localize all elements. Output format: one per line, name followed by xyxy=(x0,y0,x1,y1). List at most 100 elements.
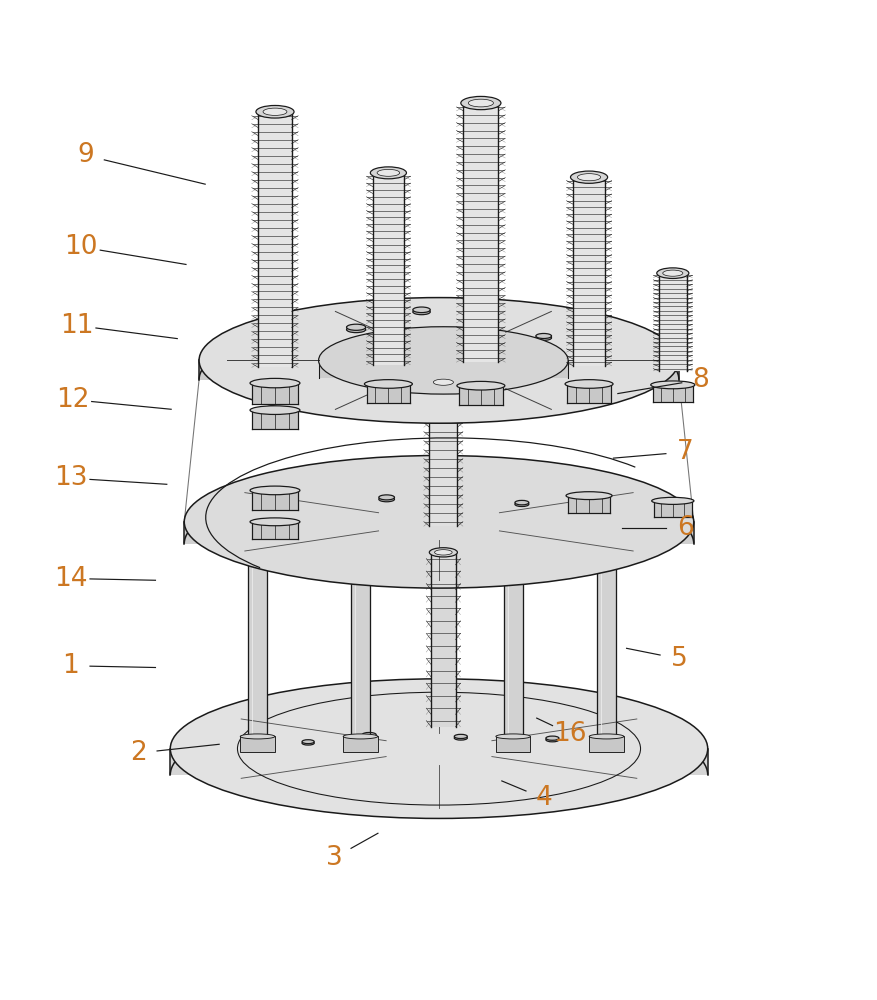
Ellipse shape xyxy=(514,502,528,507)
Ellipse shape xyxy=(434,550,452,555)
Text: 1: 1 xyxy=(62,653,79,679)
Bar xyxy=(567,496,610,513)
Bar xyxy=(496,736,530,752)
Bar xyxy=(588,519,623,535)
Bar xyxy=(573,177,604,366)
Ellipse shape xyxy=(302,741,314,745)
Ellipse shape xyxy=(378,495,394,500)
Ellipse shape xyxy=(514,500,528,505)
Ellipse shape xyxy=(376,169,399,176)
Bar xyxy=(463,103,498,362)
Text: 5: 5 xyxy=(670,646,687,672)
Polygon shape xyxy=(184,522,693,544)
Ellipse shape xyxy=(184,456,693,588)
Ellipse shape xyxy=(570,171,607,183)
Ellipse shape xyxy=(545,738,559,742)
Bar xyxy=(240,519,275,535)
Ellipse shape xyxy=(378,497,394,502)
Ellipse shape xyxy=(250,518,300,526)
Ellipse shape xyxy=(250,378,300,388)
Bar xyxy=(567,384,610,403)
Bar xyxy=(252,410,297,429)
Polygon shape xyxy=(199,360,678,380)
Text: 6: 6 xyxy=(676,515,693,541)
Bar xyxy=(596,526,616,749)
Text: 4: 4 xyxy=(535,785,552,811)
Bar xyxy=(252,490,297,510)
Bar xyxy=(652,385,692,402)
Ellipse shape xyxy=(577,174,600,181)
Ellipse shape xyxy=(199,298,678,423)
Ellipse shape xyxy=(456,381,504,390)
Ellipse shape xyxy=(650,381,694,389)
Ellipse shape xyxy=(535,333,551,338)
Bar xyxy=(367,384,410,403)
Text: 11: 11 xyxy=(61,313,94,339)
Bar xyxy=(318,360,567,378)
Text: 12: 12 xyxy=(56,387,89,413)
Text: 7: 7 xyxy=(676,439,693,465)
Ellipse shape xyxy=(346,326,366,333)
Bar xyxy=(258,112,291,367)
Ellipse shape xyxy=(318,327,567,394)
Ellipse shape xyxy=(566,492,611,500)
Bar xyxy=(351,526,369,749)
Ellipse shape xyxy=(362,734,375,739)
Bar xyxy=(343,519,377,535)
Ellipse shape xyxy=(656,268,688,278)
Ellipse shape xyxy=(255,105,294,118)
Ellipse shape xyxy=(250,486,300,495)
Ellipse shape xyxy=(263,108,287,115)
Ellipse shape xyxy=(453,736,467,740)
Ellipse shape xyxy=(412,309,430,315)
Ellipse shape xyxy=(362,732,375,737)
Ellipse shape xyxy=(427,377,459,388)
Bar xyxy=(372,173,403,365)
Text: 3: 3 xyxy=(325,845,342,871)
Bar xyxy=(240,736,275,752)
Ellipse shape xyxy=(364,380,412,388)
Bar xyxy=(431,552,455,727)
Ellipse shape xyxy=(478,318,496,323)
Ellipse shape xyxy=(429,548,457,557)
Ellipse shape xyxy=(250,406,300,414)
Bar xyxy=(652,501,691,517)
Ellipse shape xyxy=(240,734,275,739)
Ellipse shape xyxy=(302,740,314,744)
Ellipse shape xyxy=(545,736,559,740)
Bar xyxy=(588,736,623,752)
Bar xyxy=(247,526,267,749)
Ellipse shape xyxy=(651,497,693,504)
Bar xyxy=(252,383,297,404)
Text: 14: 14 xyxy=(54,566,88,592)
Ellipse shape xyxy=(343,734,377,739)
Ellipse shape xyxy=(588,734,623,739)
Ellipse shape xyxy=(662,270,682,276)
Bar xyxy=(459,386,503,405)
Text: 8: 8 xyxy=(692,367,709,393)
Ellipse shape xyxy=(346,324,366,330)
Ellipse shape xyxy=(467,99,493,107)
Bar xyxy=(658,273,686,371)
Ellipse shape xyxy=(478,316,496,321)
Bar xyxy=(343,736,377,752)
Ellipse shape xyxy=(535,335,551,340)
Ellipse shape xyxy=(565,380,612,388)
Bar xyxy=(496,519,530,535)
Ellipse shape xyxy=(412,307,430,313)
Text: 16: 16 xyxy=(553,721,586,747)
Bar xyxy=(429,382,457,526)
Text: 2: 2 xyxy=(130,740,146,766)
Ellipse shape xyxy=(453,734,467,739)
Ellipse shape xyxy=(460,96,501,110)
Ellipse shape xyxy=(433,379,453,385)
Bar xyxy=(503,526,522,749)
Ellipse shape xyxy=(370,167,406,179)
Text: 9: 9 xyxy=(77,142,94,168)
Ellipse shape xyxy=(170,679,707,818)
Bar xyxy=(252,522,297,539)
Ellipse shape xyxy=(496,734,530,739)
Polygon shape xyxy=(170,749,707,775)
Text: 10: 10 xyxy=(65,234,98,260)
Text: 13: 13 xyxy=(54,465,88,491)
